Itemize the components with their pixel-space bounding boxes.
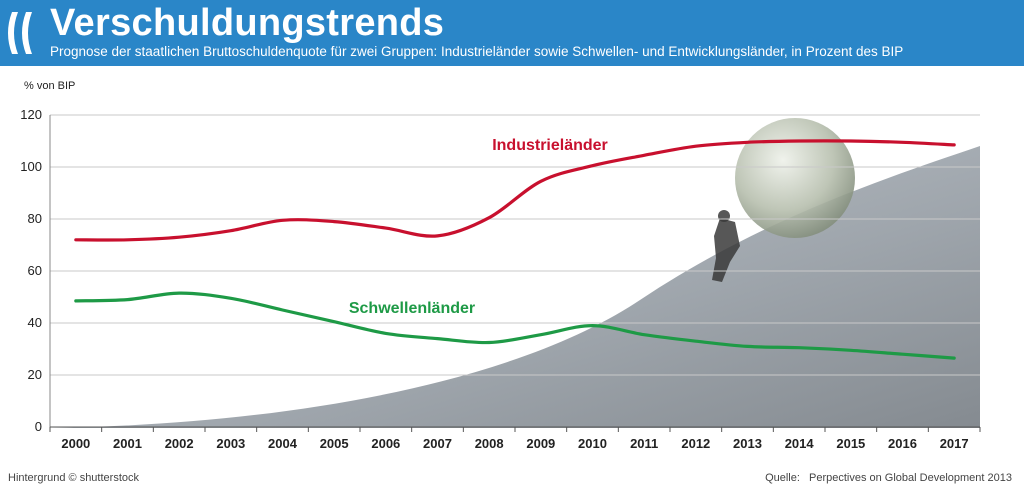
x-tick-label: 2006 bbox=[371, 436, 400, 451]
y-axis-label: % von BIP bbox=[24, 80, 76, 92]
y-tick-label: 0 bbox=[35, 419, 42, 434]
x-tick-label: 2002 bbox=[165, 436, 194, 451]
x-tick-label: 2015 bbox=[836, 436, 865, 451]
x-tick-label: 2004 bbox=[268, 436, 298, 451]
x-tick-label: 2008 bbox=[475, 436, 504, 451]
y-tick-label: 60 bbox=[28, 263, 42, 278]
x-tick-label: 2001 bbox=[113, 436, 142, 451]
oecd-logo-icon bbox=[8, 12, 32, 54]
series-group bbox=[74, 139, 956, 360]
y-axis: 0 20 40 60 80 100 120 bbox=[20, 107, 51, 434]
x-tick-label: 2003 bbox=[216, 436, 245, 451]
header-banner: Verschuldungstrends Prognose der staatli… bbox=[0, 0, 1024, 66]
x-tick-label: 2000 bbox=[61, 436, 90, 451]
series-line-schwellenl-nder bbox=[74, 291, 956, 360]
x-tick-label: 2013 bbox=[733, 436, 762, 451]
background-illustration bbox=[50, 118, 980, 428]
series-label-schwellenl-nder: Schwellenländer bbox=[349, 300, 475, 317]
page-subtitle: Prognose der staatlichen Bruttoschuldenq… bbox=[50, 44, 904, 59]
y-tick-label: 120 bbox=[20, 107, 42, 122]
y-tick-label: 20 bbox=[28, 367, 42, 382]
grid bbox=[50, 114, 980, 376]
x-tick-label: 2017 bbox=[940, 436, 969, 451]
y-tick-label: 40 bbox=[28, 315, 42, 330]
x-axis: 2000 2001 2002 2003 2004 2005 2006 2007 2008 2009… bbox=[49, 426, 981, 451]
x-tick-label: 2010 bbox=[578, 436, 607, 451]
source-note: Quelle: Perpectives on Global Developmen… bbox=[765, 472, 1012, 484]
x-tick-label: 2007 bbox=[423, 436, 452, 451]
page-title: Verschuldungstrends bbox=[50, 2, 445, 44]
background-credit: Hintergrund © shutterstock bbox=[8, 472, 139, 484]
x-tick-label: 2011 bbox=[630, 436, 658, 451]
y-tick-label: 100 bbox=[20, 159, 42, 174]
y-tick-label: 80 bbox=[28, 211, 42, 226]
x-tick-label: 2005 bbox=[320, 436, 349, 451]
series-label-industriel-nder: Industrieländer bbox=[492, 137, 608, 154]
series-labels: Industrieländer Schwellenländer bbox=[349, 137, 608, 317]
x-tick-label: 2012 bbox=[681, 436, 710, 451]
series-line-industriel-nder bbox=[74, 139, 956, 242]
x-tick-label: 2009 bbox=[526, 436, 555, 451]
source-label: Quelle: bbox=[765, 472, 800, 484]
x-tick-label: 2014 bbox=[785, 436, 815, 451]
x-tick-label: 2016 bbox=[888, 436, 917, 451]
source-text: Perpectives on Global Development 2013 bbox=[808, 472, 1012, 484]
